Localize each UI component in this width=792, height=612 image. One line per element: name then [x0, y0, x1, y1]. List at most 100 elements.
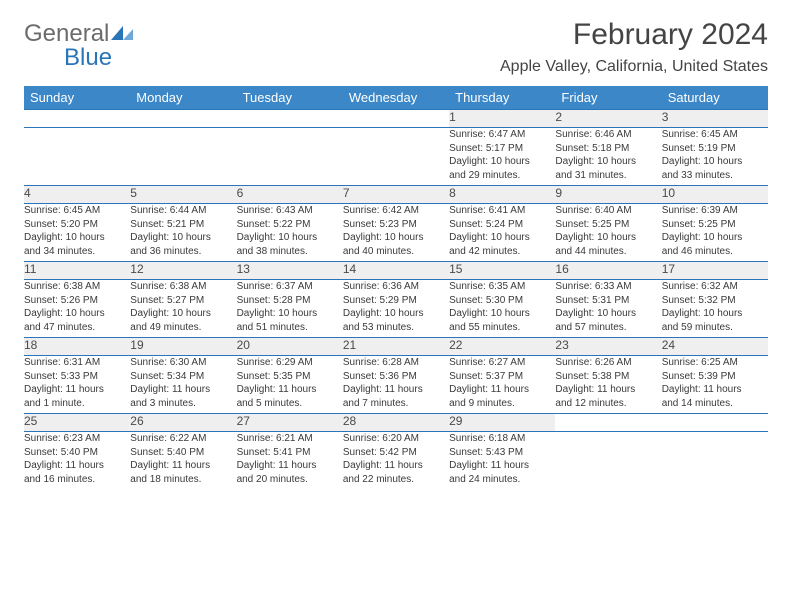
day-dl2: and 46 minutes. [662, 245, 768, 259]
day-ss: Sunset: 5:32 PM [662, 294, 768, 308]
day-dl1: Daylight: 11 hours [343, 459, 449, 473]
day-dl2: and 55 minutes. [449, 321, 555, 335]
day-dl2: and 49 minutes. [130, 321, 236, 335]
day-detail-cell [555, 432, 661, 490]
day-dl2: and 22 minutes. [343, 473, 449, 487]
day-number-cell: 6 [237, 186, 343, 204]
day-detail-cell: Sunrise: 6:36 AMSunset: 5:29 PMDaylight:… [343, 280, 449, 338]
weekday-header: Tuesday [237, 86, 343, 110]
day-number-cell: 23 [555, 338, 661, 356]
day-detail-cell: Sunrise: 6:27 AMSunset: 5:37 PMDaylight:… [449, 356, 555, 414]
day-dl1: Daylight: 11 hours [449, 459, 555, 473]
weekday-header: Saturday [662, 86, 768, 110]
day-sr: Sunrise: 6:23 AM [24, 432, 130, 446]
day-dl2: and 34 minutes. [24, 245, 130, 259]
day-sr: Sunrise: 6:27 AM [449, 356, 555, 370]
day-number-cell: 29 [449, 414, 555, 432]
day-ss: Sunset: 5:25 PM [555, 218, 661, 232]
day-detail-cell [343, 128, 449, 186]
day-dl1: Daylight: 10 hours [24, 231, 130, 245]
day-sr: Sunrise: 6:46 AM [555, 128, 661, 142]
day-detail-cell: Sunrise: 6:18 AMSunset: 5:43 PMDaylight:… [449, 432, 555, 490]
day-dl1: Daylight: 10 hours [449, 155, 555, 169]
day-detail-cell: Sunrise: 6:46 AMSunset: 5:18 PMDaylight:… [555, 128, 661, 186]
day-dl2: and 53 minutes. [343, 321, 449, 335]
day-ss: Sunset: 5:40 PM [24, 446, 130, 460]
day-number-row: 45678910 [24, 186, 768, 204]
day-ss: Sunset: 5:18 PM [555, 142, 661, 156]
day-dl1: Daylight: 10 hours [662, 307, 768, 321]
day-number-row: 18192021222324 [24, 338, 768, 356]
day-sr: Sunrise: 6:25 AM [662, 356, 768, 370]
day-sr: Sunrise: 6:40 AM [555, 204, 661, 218]
day-number-row: 11121314151617 [24, 262, 768, 280]
day-ss: Sunset: 5:17 PM [449, 142, 555, 156]
day-dl1: Daylight: 11 hours [130, 459, 236, 473]
day-number-cell: 2 [555, 110, 661, 128]
brand-logo: GeneralBlue [24, 18, 135, 70]
day-ss: Sunset: 5:29 PM [343, 294, 449, 308]
day-ss: Sunset: 5:36 PM [343, 370, 449, 384]
day-number-cell: 28 [343, 414, 449, 432]
day-number-cell: 8 [449, 186, 555, 204]
day-ss: Sunset: 5:23 PM [343, 218, 449, 232]
weekday-header: Thursday [449, 86, 555, 110]
day-ss: Sunset: 5:24 PM [449, 218, 555, 232]
day-detail-row: Sunrise: 6:45 AMSunset: 5:20 PMDaylight:… [24, 204, 768, 262]
day-dl1: Daylight: 10 hours [449, 307, 555, 321]
day-dl1: Daylight: 10 hours [555, 307, 661, 321]
day-dl2: and 40 minutes. [343, 245, 449, 259]
day-detail-cell: Sunrise: 6:28 AMSunset: 5:36 PMDaylight:… [343, 356, 449, 414]
day-ss: Sunset: 5:35 PM [237, 370, 343, 384]
day-dl1: Daylight: 10 hours [555, 231, 661, 245]
day-detail-cell: Sunrise: 6:21 AMSunset: 5:41 PMDaylight:… [237, 432, 343, 490]
day-number-cell: 9 [555, 186, 661, 204]
day-dl2: and 3 minutes. [130, 397, 236, 411]
day-detail-cell: Sunrise: 6:29 AMSunset: 5:35 PMDaylight:… [237, 356, 343, 414]
day-dl1: Daylight: 10 hours [130, 231, 236, 245]
day-ss: Sunset: 5:22 PM [237, 218, 343, 232]
day-dl1: Daylight: 10 hours [343, 307, 449, 321]
day-dl1: Daylight: 10 hours [662, 231, 768, 245]
day-dl2: and 51 minutes. [237, 321, 343, 335]
day-ss: Sunset: 5:27 PM [130, 294, 236, 308]
day-dl2: and 24 minutes. [449, 473, 555, 487]
day-dl1: Daylight: 11 hours [24, 383, 130, 397]
day-number-cell: 19 [130, 338, 236, 356]
day-detail-cell [237, 128, 343, 186]
day-sr: Sunrise: 6:45 AM [662, 128, 768, 142]
day-number-cell: 22 [449, 338, 555, 356]
day-number-cell: 3 [662, 110, 768, 128]
day-number-cell [24, 110, 130, 128]
day-sr: Sunrise: 6:41 AM [449, 204, 555, 218]
day-dl1: Daylight: 11 hours [662, 383, 768, 397]
day-sr: Sunrise: 6:36 AM [343, 280, 449, 294]
weekday-header: Wednesday [343, 86, 449, 110]
day-detail-cell: Sunrise: 6:30 AMSunset: 5:34 PMDaylight:… [130, 356, 236, 414]
day-dl2: and 16 minutes. [24, 473, 130, 487]
day-sr: Sunrise: 6:32 AM [662, 280, 768, 294]
day-sr: Sunrise: 6:18 AM [449, 432, 555, 446]
day-dl1: Daylight: 11 hours [24, 459, 130, 473]
day-number-row: 2526272829 [24, 414, 768, 432]
day-detail-row: Sunrise: 6:47 AMSunset: 5:17 PMDaylight:… [24, 128, 768, 186]
day-dl1: Daylight: 11 hours [343, 383, 449, 397]
day-detail-cell: Sunrise: 6:39 AMSunset: 5:25 PMDaylight:… [662, 204, 768, 262]
day-detail-cell: Sunrise: 6:37 AMSunset: 5:28 PMDaylight:… [237, 280, 343, 338]
day-detail-cell: Sunrise: 6:22 AMSunset: 5:40 PMDaylight:… [130, 432, 236, 490]
day-sr: Sunrise: 6:42 AM [343, 204, 449, 218]
day-sr: Sunrise: 6:35 AM [449, 280, 555, 294]
day-sr: Sunrise: 6:31 AM [24, 356, 130, 370]
day-dl2: and 18 minutes. [130, 473, 236, 487]
month-title: February 2024 [500, 18, 768, 52]
day-number-cell: 16 [555, 262, 661, 280]
day-dl1: Daylight: 10 hours [237, 231, 343, 245]
day-dl1: Daylight: 10 hours [24, 307, 130, 321]
day-detail-cell: Sunrise: 6:31 AMSunset: 5:33 PMDaylight:… [24, 356, 130, 414]
day-number-cell: 18 [24, 338, 130, 356]
day-dl1: Daylight: 11 hours [237, 383, 343, 397]
day-dl1: Daylight: 10 hours [449, 231, 555, 245]
day-sr: Sunrise: 6:33 AM [555, 280, 661, 294]
day-detail-cell: Sunrise: 6:47 AMSunset: 5:17 PMDaylight:… [449, 128, 555, 186]
day-ss: Sunset: 5:34 PM [130, 370, 236, 384]
